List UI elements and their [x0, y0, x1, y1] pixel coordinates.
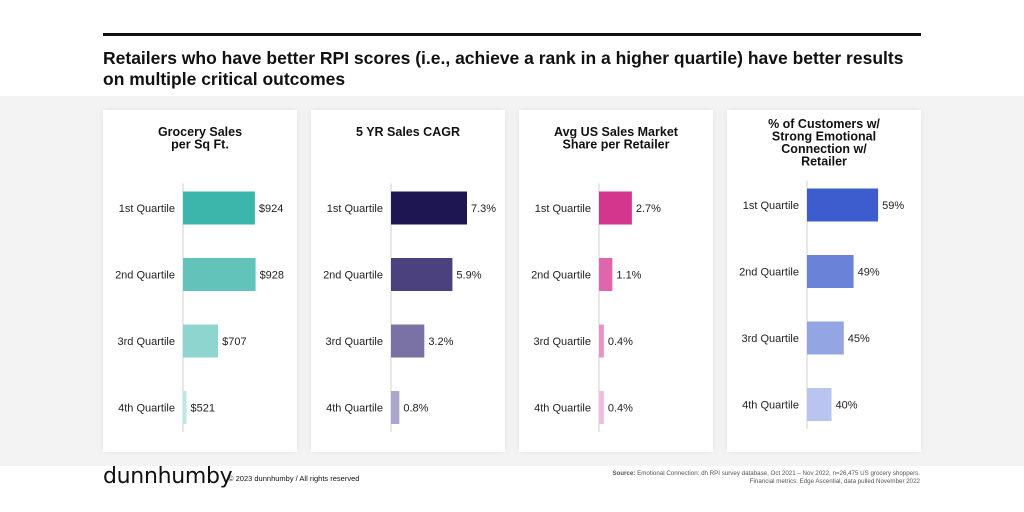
category-label: 2nd Quartile	[531, 270, 591, 282]
value-label: 2.7%	[636, 203, 661, 215]
footer: dunnhumby © 2023 dunnhumby / All rights …	[0, 462, 1024, 512]
value-label: 3.2%	[428, 336, 453, 348]
page-headline: Retailers who have better RPI scores (i.…	[103, 48, 904, 89]
chart-title-line: Retailer	[801, 155, 847, 169]
category-label: 1st Quartile	[327, 203, 383, 215]
category-label: 2nd Quartile	[739, 267, 799, 279]
chart-panel-grocery-sales: Grocery Sales per Sq Ft. 1st Quartile $924 2…	[103, 110, 297, 452]
category-label: 4th Quartile	[118, 403, 175, 415]
chart-panel-market-share: Avg US Sales Market Share per Retailer 1st…	[519, 110, 713, 452]
chart-title-line: % of Customers w/	[768, 117, 880, 131]
bar	[183, 324, 219, 358]
category-label: 4th Quartile	[742, 400, 799, 412]
chart-title-line: Avg US Sales Market	[554, 125, 679, 139]
source-label: Source:	[612, 470, 636, 477]
bar	[807, 321, 844, 355]
value-label: $707	[222, 336, 246, 348]
chart-sales-cagr: 5 YR Sales CAGR 1st Quartile 7.3% 2nd Quart…	[323, 125, 496, 432]
copyright-text: © 2023 dunnhumby / All rights reserved	[228, 474, 360, 483]
value-label: 49%	[858, 267, 880, 279]
chart-title-line: Strong Emotional	[772, 130, 876, 144]
chart-emotional-connection: % of Customers w/Strong EmotionalConnect…	[739, 117, 904, 429]
bar	[807, 388, 832, 421]
category-label: 3rd Quartile	[326, 336, 383, 348]
value-label: 45%	[848, 333, 870, 345]
bar	[391, 258, 453, 291]
category-label: 2nd Quartile	[323, 270, 383, 282]
bar	[183, 191, 255, 225]
category-label: 1st Quartile	[535, 203, 591, 215]
category-label: 3rd Quartile	[742, 333, 799, 345]
value-label: 0.4%	[608, 403, 633, 415]
category-label: 1st Quartile	[743, 200, 799, 212]
value-label: 0.8%	[403, 403, 428, 415]
chart-panel-sales-cagr: 5 YR Sales CAGR 1st Quartile 7.3% 2nd Quart…	[311, 110, 505, 452]
value-label: 1.1%	[616, 270, 641, 282]
bar	[599, 324, 604, 358]
bar	[599, 191, 632, 225]
bar	[183, 391, 187, 424]
chart-title-line: Share per Retailer	[563, 138, 670, 152]
chart-title-line: per Sq Ft.	[171, 138, 229, 152]
category-label: 3rd Quartile	[118, 336, 175, 348]
bar	[599, 258, 613, 291]
chart-title-line: Grocery Sales	[158, 125, 242, 139]
dunnhumby-logo: dunnhumby	[103, 464, 233, 489]
value-label: 40%	[836, 400, 858, 412]
bar	[599, 391, 604, 424]
bar	[391, 391, 400, 424]
bar	[807, 255, 854, 288]
category-label: 2nd Quartile	[115, 270, 175, 282]
category-label: 1st Quartile	[119, 203, 175, 215]
source-note: Source: Emotional Connection: dh RPI sur…	[600, 470, 920, 486]
value-label: 59%	[882, 200, 904, 212]
bar	[391, 324, 425, 358]
chart-title-line: Connection w/	[781, 142, 867, 156]
chart-panel-emotional-connection: % of Customers w/Strong Emotional Connect…	[727, 110, 921, 452]
bar	[183, 258, 256, 291]
bar	[391, 191, 467, 225]
value-label: $928	[260, 270, 284, 282]
value-label: $924	[259, 203, 283, 215]
category-label: 4th Quartile	[326, 403, 383, 415]
value-label: 5.9%	[456, 270, 481, 282]
value-label: $521	[191, 403, 215, 415]
value-label: 7.3%	[471, 203, 496, 215]
source-text: Emotional Connection: dh RPI survey data…	[635, 470, 920, 485]
chart-title-line: 5 YR Sales CAGR	[356, 125, 460, 139]
value-label: 0.4%	[608, 336, 633, 348]
category-label: 3rd Quartile	[534, 336, 591, 348]
bar	[807, 188, 879, 222]
category-label: 4th Quartile	[534, 403, 591, 415]
top-rule	[103, 33, 921, 36]
